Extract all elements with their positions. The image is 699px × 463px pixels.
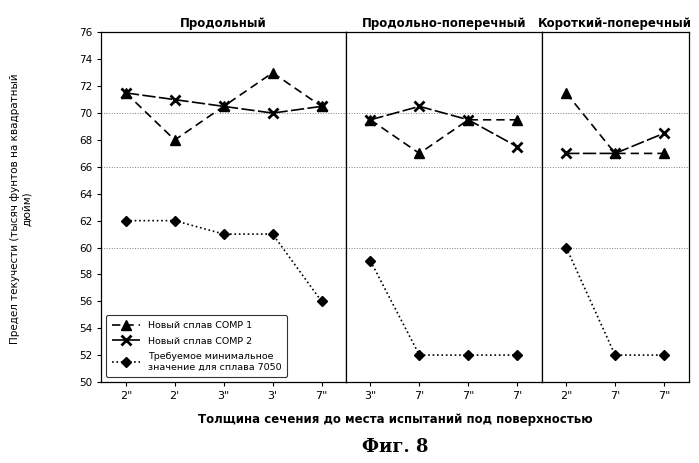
Title: Продольно-поперечный: Продольно-поперечный (361, 17, 526, 30)
Title: Продольный: Продольный (180, 17, 267, 30)
Text: Фиг. 8: Фиг. 8 (361, 438, 428, 456)
Legend: Новый сплав COMP 1, Новый сплав COMP 2, Требуемое минимальное
значение для сплав: Новый сплав COMP 1, Новый сплав COMP 2, … (106, 315, 287, 377)
Text: Толщина сечения до места испытаний под поверхностью: Толщина сечения до места испытаний под п… (198, 413, 592, 425)
Title: Короткий-поперечный: Короткий-поперечный (538, 17, 692, 30)
Text: Предел текучести (тысяч фунтов на квадратный
дюйм): Предел текучести (тысяч фунтов на квадра… (10, 73, 32, 344)
